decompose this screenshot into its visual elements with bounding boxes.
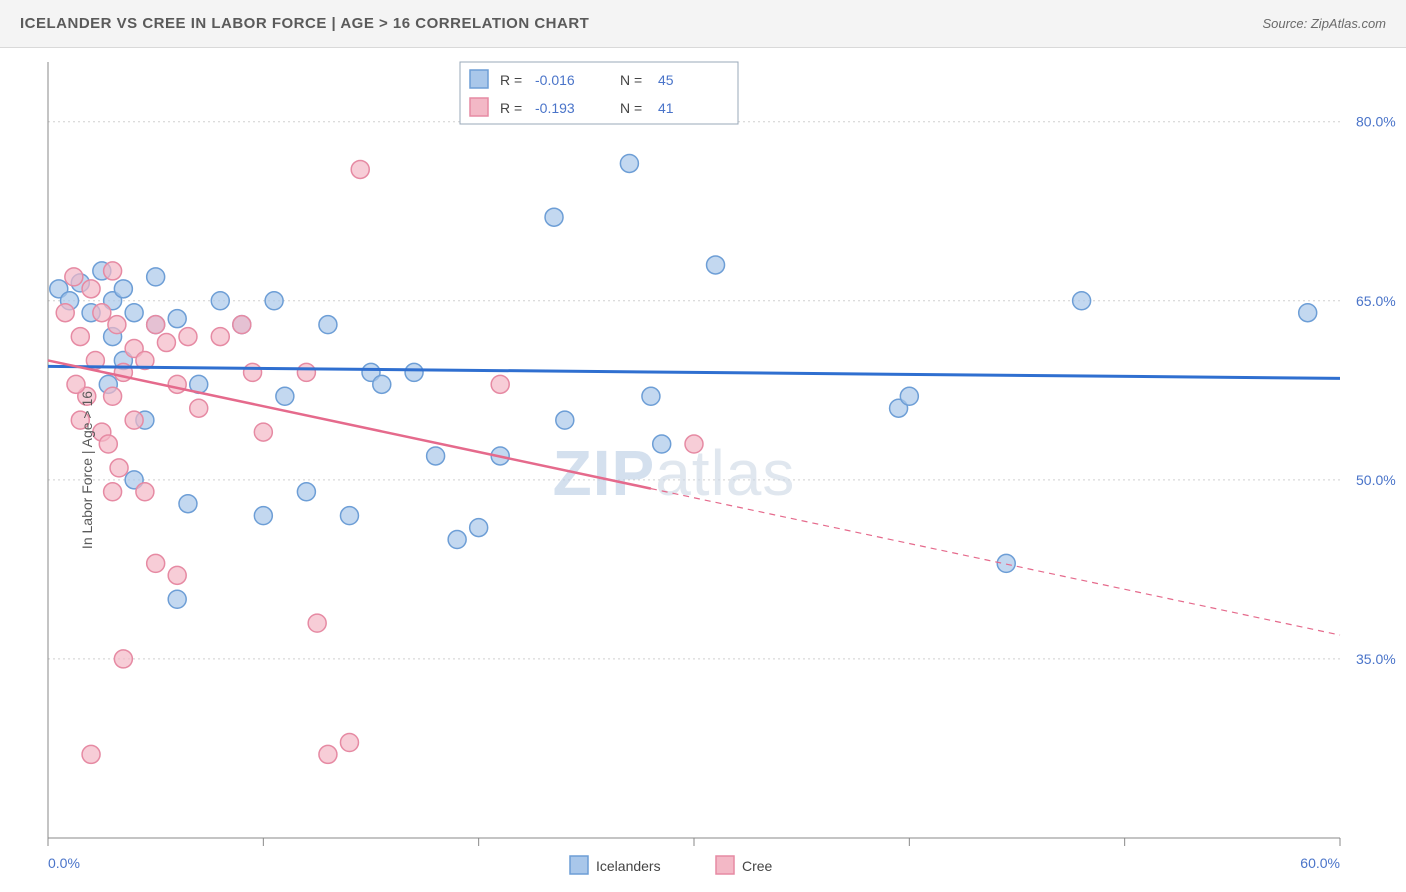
scatter-chart: ZIPatlas 35.0% 50.0% 65.0% 80.0% 0.0% 60.0% R =… xyxy=(0,48,1406,892)
cree-point xyxy=(340,733,358,751)
cree-point xyxy=(136,483,154,501)
cree-point xyxy=(93,304,111,322)
icelanders-point xyxy=(254,507,272,525)
y-tick-label: 35.0% xyxy=(1356,651,1396,667)
cree-point xyxy=(104,262,122,280)
icelanders-point xyxy=(147,268,165,286)
icelanders-point xyxy=(179,495,197,513)
cree-point xyxy=(147,316,165,334)
cree-point xyxy=(190,399,208,417)
legend-swatch xyxy=(716,856,734,874)
cree-point xyxy=(351,160,369,178)
cree-point xyxy=(244,363,262,381)
cree-trendline-extrap xyxy=(651,489,1340,635)
y-tick-label: 50.0% xyxy=(1356,472,1396,488)
stats-n-value: 41 xyxy=(658,100,674,116)
icelanders-point xyxy=(297,483,315,501)
legend-label: Cree xyxy=(742,858,773,874)
cree-point xyxy=(56,304,74,322)
legend-swatch xyxy=(570,856,588,874)
cree-point xyxy=(297,363,315,381)
icelanders-point xyxy=(620,154,638,172)
chart-title: ICELANDER VS CREE IN LABOR FORCE | AGE >… xyxy=(20,15,589,32)
icelanders-point xyxy=(900,387,918,405)
cree-point xyxy=(319,745,337,763)
icelanders-point xyxy=(1299,304,1317,322)
y-tick-label: 65.0% xyxy=(1356,293,1396,309)
stats-n-value: 45 xyxy=(658,72,674,88)
icelanders-point xyxy=(114,280,132,298)
cree-point xyxy=(82,280,100,298)
icelanders-point xyxy=(470,519,488,537)
icelanders-point xyxy=(997,554,1015,572)
x-tick-label: 60.0% xyxy=(1300,855,1340,871)
cree-point xyxy=(491,375,509,393)
icelanders-point xyxy=(448,531,466,549)
stats-label: N = xyxy=(620,72,642,88)
chart-header: ICELANDER VS CREE IN LABOR FORCE | AGE >… xyxy=(0,0,1406,48)
chart-area: In Labor Force | Age > 16 ZIPatlas 35.0% 5… xyxy=(0,48,1406,892)
stats-label: N = xyxy=(620,100,642,116)
icelanders-point xyxy=(707,256,725,274)
icelanders-point xyxy=(373,375,391,393)
cree-point xyxy=(168,375,186,393)
chart-source: Source: ZipAtlas.com xyxy=(1262,16,1386,31)
icelanders-point xyxy=(211,292,229,310)
icelanders-point xyxy=(405,363,423,381)
icelanders-point xyxy=(319,316,337,334)
cree-point xyxy=(108,316,126,334)
icelanders-point xyxy=(340,507,358,525)
stats-r-value: -0.193 xyxy=(535,100,575,116)
stats-label: R = xyxy=(500,100,522,116)
cree-point xyxy=(211,328,229,346)
icelanders-point xyxy=(168,590,186,608)
icelanders-point xyxy=(642,387,660,405)
stats-swatch xyxy=(470,70,488,88)
icelanders-trendline xyxy=(48,366,1340,378)
icelanders-point xyxy=(653,435,671,453)
icelanders-point xyxy=(1073,292,1091,310)
cree-point xyxy=(114,650,132,668)
cree-point xyxy=(179,328,197,346)
cree-point xyxy=(110,459,128,477)
cree-point xyxy=(685,435,703,453)
icelanders-point xyxy=(276,387,294,405)
stats-r-value: -0.016 xyxy=(535,72,575,88)
stats-swatch xyxy=(470,98,488,116)
cree-point xyxy=(125,411,143,429)
icelanders-point xyxy=(556,411,574,429)
cree-point xyxy=(308,614,326,632)
svg-text:ZIPatlas: ZIPatlas xyxy=(553,437,796,509)
icelanders-point xyxy=(427,447,445,465)
y-axis-label: In Labor Force | Age > 16 xyxy=(79,391,95,549)
y-tick-label: 80.0% xyxy=(1356,114,1396,130)
cree-point xyxy=(254,423,272,441)
x-tick-label: 0.0% xyxy=(48,855,80,871)
cree-point xyxy=(104,483,122,501)
cree-point xyxy=(71,328,89,346)
icelanders-point xyxy=(168,310,186,328)
cree-point xyxy=(168,566,186,584)
icelanders-point xyxy=(545,208,563,226)
cree-point xyxy=(104,387,122,405)
stats-label: R = xyxy=(500,72,522,88)
cree-point xyxy=(233,316,251,334)
cree-point xyxy=(82,745,100,763)
icelanders-point xyxy=(125,304,143,322)
cree-point xyxy=(147,554,165,572)
legend-label: Icelanders xyxy=(596,858,661,874)
cree-point xyxy=(99,435,117,453)
cree-point xyxy=(157,334,175,352)
icelanders-point xyxy=(265,292,283,310)
cree-point xyxy=(65,268,83,286)
